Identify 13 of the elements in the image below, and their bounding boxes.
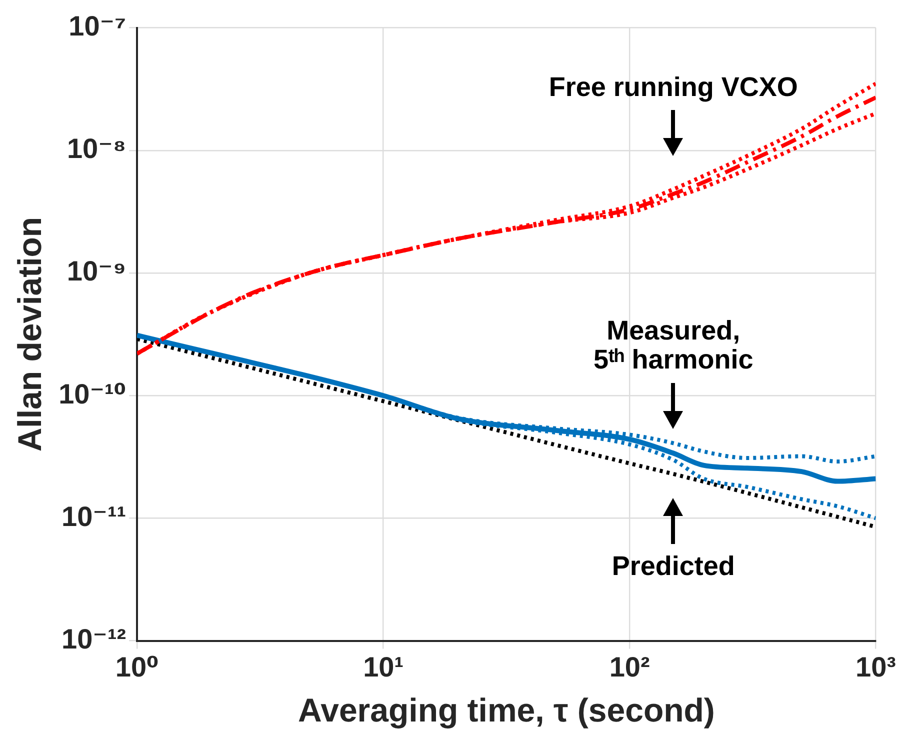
x-tick-label: 10³: [856, 651, 896, 682]
x-tick-label: 10¹: [363, 651, 404, 682]
x-tick-label: 10²: [609, 651, 650, 682]
annotation: Free running VCXO: [548, 72, 798, 102]
x-axis-title: Averaging time, τ (second): [298, 691, 715, 728]
y-axis-title: Allan deviation: [10, 216, 48, 452]
y-tick-label: 10⁻⁷: [68, 10, 126, 42]
annotation: Measured, 5ᵗʰ harmonic: [593, 316, 754, 375]
annotation: Predicted: [612, 550, 735, 581]
y-tick-label: 10⁻¹⁰: [58, 378, 126, 410]
y-tick-label: 10⁻⁹: [66, 256, 126, 287]
y-tick-label: 10⁻¹¹: [62, 500, 126, 532]
y-tick-label: 10⁻⁸: [66, 133, 126, 164]
